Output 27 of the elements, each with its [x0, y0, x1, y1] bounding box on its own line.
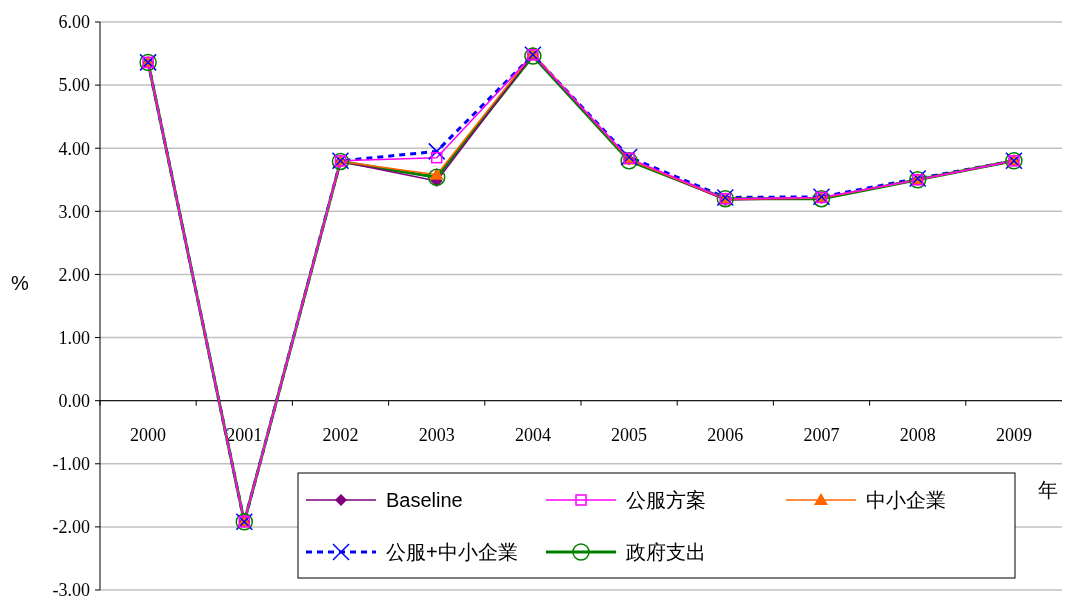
x-tick-label: 2004: [514, 424, 551, 445]
y-axis-title: %: [11, 272, 30, 294]
legend-label: 公服+中小企業: [386, 541, 518, 563]
legend-label: 公服方案: [626, 489, 706, 511]
x-tick-label: 2009: [995, 424, 1032, 445]
legend-label: 政府支出: [626, 541, 706, 563]
y-tick-label: -3.00: [52, 580, 90, 599]
y-tick-label: -1.00: [52, 454, 90, 475]
y-tick-label: 6.00: [58, 12, 90, 33]
x-tick-label: 2001: [226, 424, 263, 445]
x-tick-label: 2008: [899, 424, 936, 445]
y-tick-label: -2.00: [52, 517, 90, 538]
x-tick-label: 2007: [803, 424, 840, 445]
legend-label: 中小企業: [866, 489, 946, 511]
x-tick-label: 2006: [707, 424, 744, 445]
legend-label: Baseline: [386, 489, 463, 511]
y-tick-label: 1.00: [58, 327, 90, 348]
x-tick-label: 2003: [418, 424, 455, 445]
x-axis-title: 年: [1038, 479, 1058, 501]
x-tick-label: 2002: [322, 424, 359, 445]
y-tick-label: 4.00: [58, 138, 90, 159]
x-tick-label: 2005: [611, 424, 648, 445]
y-tick-label: 2.00: [58, 264, 90, 285]
x-tick-label: 2000: [130, 424, 167, 445]
y-tick-label: 5.00: [58, 75, 90, 96]
y-tick-label: 0.00: [58, 390, 90, 411]
y-tick-label: 3.00: [58, 201, 90, 222]
